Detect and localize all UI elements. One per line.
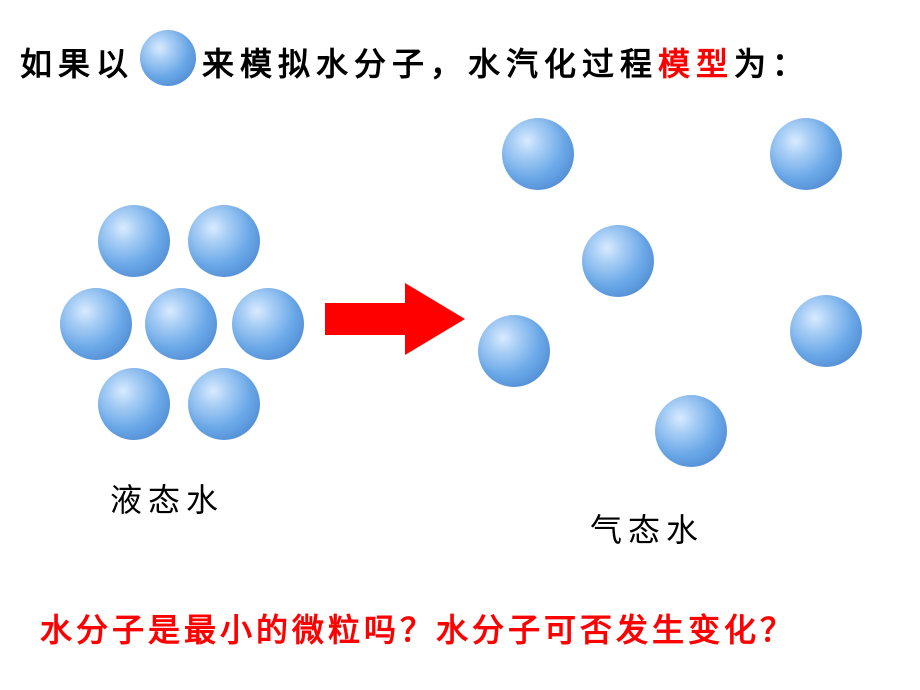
title-part2: 来模拟水分子，水汽化过程 xyxy=(202,39,658,85)
liquid-label: 液态水 xyxy=(110,475,224,521)
molecule xyxy=(98,368,170,440)
arrow-icon xyxy=(325,283,465,355)
water-molecule-icon xyxy=(140,30,196,94)
molecule xyxy=(188,205,260,277)
molecule xyxy=(770,118,842,190)
question-text: 水分子是最小的微粒吗？水分子可否发生变化？ xyxy=(40,605,796,651)
molecule xyxy=(478,315,550,387)
molecule xyxy=(188,368,260,440)
molecule xyxy=(790,295,862,367)
gas-label: 气态水 xyxy=(590,505,704,551)
molecule-icon xyxy=(140,30,196,86)
molecule xyxy=(502,118,574,190)
title-line: 如果以 来模拟水分子，水汽化过程 模型 为： xyxy=(20,30,810,94)
title-part1: 如果以 xyxy=(20,39,134,85)
title-highlight: 模型 xyxy=(658,39,734,85)
molecule xyxy=(655,395,727,467)
molecule xyxy=(232,288,304,360)
molecule xyxy=(145,288,217,360)
molecule xyxy=(98,205,170,277)
title-part3: 为： xyxy=(734,39,810,85)
molecule xyxy=(582,225,654,297)
molecule xyxy=(60,288,132,360)
